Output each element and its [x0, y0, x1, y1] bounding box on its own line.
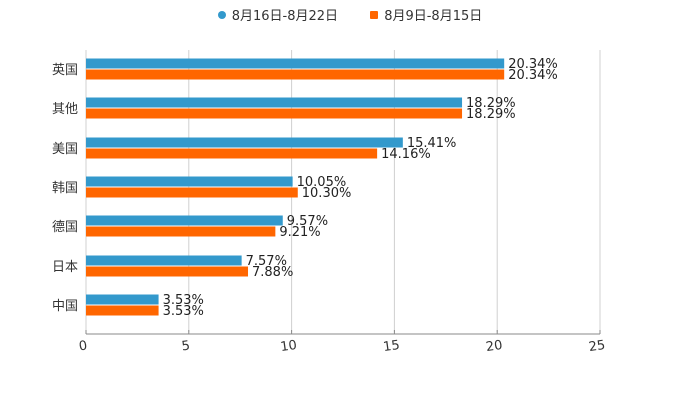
bar-value-label: 20.34% [508, 68, 558, 83]
bar[interactable] [86, 108, 463, 119]
bar-value-label: 18.29% [466, 107, 516, 122]
bar-value-label: 10.30% [302, 186, 352, 201]
bar[interactable] [86, 226, 276, 237]
circle-marker-icon [217, 11, 226, 19]
bar-value-label: 14.16% [381, 147, 431, 162]
category-label: 中国 [52, 299, 78, 314]
category-label: 美国 [52, 142, 78, 157]
x-tick-label: 25 [588, 338, 606, 355]
bar-value-label: 9.21% [279, 225, 320, 240]
bar-value-label: 10.05% [297, 175, 347, 190]
bar-value-label: 3.53% [163, 293, 204, 308]
category-label: 英国 [52, 63, 78, 78]
x-tick-label: 15 [382, 338, 400, 355]
category-label: 其他 [52, 102, 78, 117]
x-tick-label: 0 [78, 338, 88, 354]
bar[interactable] [86, 69, 505, 80]
x-tick-label: 5 [181, 338, 191, 354]
bar-value-label: 7.88% [252, 265, 293, 280]
bar-value-label: 3.53% [163, 304, 204, 319]
bar[interactable] [86, 148, 378, 159]
legend-label: 8月9日-8月15日 [384, 9, 483, 24]
bar-value-label: 20.34% [508, 57, 558, 72]
bar[interactable] [86, 305, 159, 316]
chart-legend: 8月16日-8月22日 8月9日-8月15日 [0, 5, 700, 24]
bar[interactable] [86, 58, 505, 69]
x-axis: 0 5 10 15 20 25 [78, 330, 606, 355]
category-label: 韩国 [52, 181, 78, 196]
bar[interactable] [86, 97, 463, 108]
bar[interactable] [86, 187, 298, 198]
legend-label: 8月16日-8月22日 [231, 9, 339, 24]
legend-item-week-aug16[interactable]: 8月16日-8月22日 [217, 5, 339, 24]
bar[interactable] [86, 137, 403, 148]
bar-value-label: 18.29% [466, 96, 516, 111]
bar[interactable] [86, 176, 293, 187]
square-marker-icon [370, 11, 379, 19]
legend-item-week-aug9[interactable]: 8月9日-8月15日 [370, 5, 482, 24]
bar-value-label: 7.57% [246, 254, 287, 269]
bars: 20.34%20.34% 18.29%18.29% 15.41%14.16% 10.0… [86, 57, 558, 319]
bar-value-label: 15.41% [407, 136, 457, 151]
bar[interactable] [86, 255, 242, 266]
x-tick-label: 20 [485, 338, 503, 355]
bar[interactable] [86, 294, 159, 305]
bar-value-label: 9.57% [287, 214, 328, 229]
x-tick-label: 10 [279, 338, 297, 355]
category-label: 日本 [52, 260, 78, 275]
category-label: 德国 [52, 220, 78, 235]
bar[interactable] [86, 215, 283, 226]
bar[interactable] [86, 266, 249, 277]
